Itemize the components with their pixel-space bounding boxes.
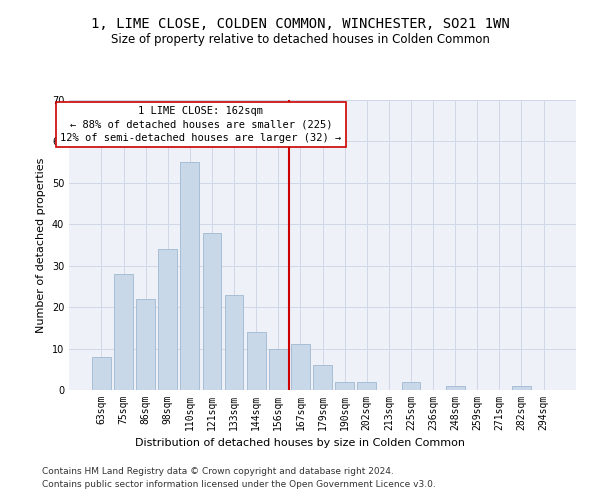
Bar [247,332,266,390]
Bar [224,294,244,390]
Text: 1, LIME CLOSE, COLDEN COMMON, WINCHESTER, SO21 1WN: 1, LIME CLOSE, COLDEN COMMON, WINCHESTER… [91,18,509,32]
Text: Contains HM Land Registry data © Crown copyright and database right 2024.: Contains HM Land Registry data © Crown c… [42,467,394,476]
Bar [203,232,221,390]
Bar [114,274,133,390]
Text: Contains public sector information licensed under the Open Government Licence v3: Contains public sector information licen… [42,480,436,489]
Text: Size of property relative to detached houses in Colden Common: Size of property relative to detached ho… [110,34,490,46]
Bar [92,357,111,390]
Y-axis label: Number of detached properties: Number of detached properties [36,158,46,332]
Bar [335,382,354,390]
Bar [269,348,287,390]
Text: Distribution of detached houses by size in Colden Common: Distribution of detached houses by size … [135,438,465,448]
Bar [181,162,199,390]
Bar [158,249,177,390]
Bar [512,386,531,390]
Bar [358,382,376,390]
Bar [291,344,310,390]
Bar [401,382,421,390]
Bar [446,386,464,390]
Text: 1 LIME CLOSE: 162sqm
← 88% of detached houses are smaller (225)
12% of semi-deta: 1 LIME CLOSE: 162sqm ← 88% of detached h… [60,106,341,142]
Bar [313,365,332,390]
Bar [136,299,155,390]
